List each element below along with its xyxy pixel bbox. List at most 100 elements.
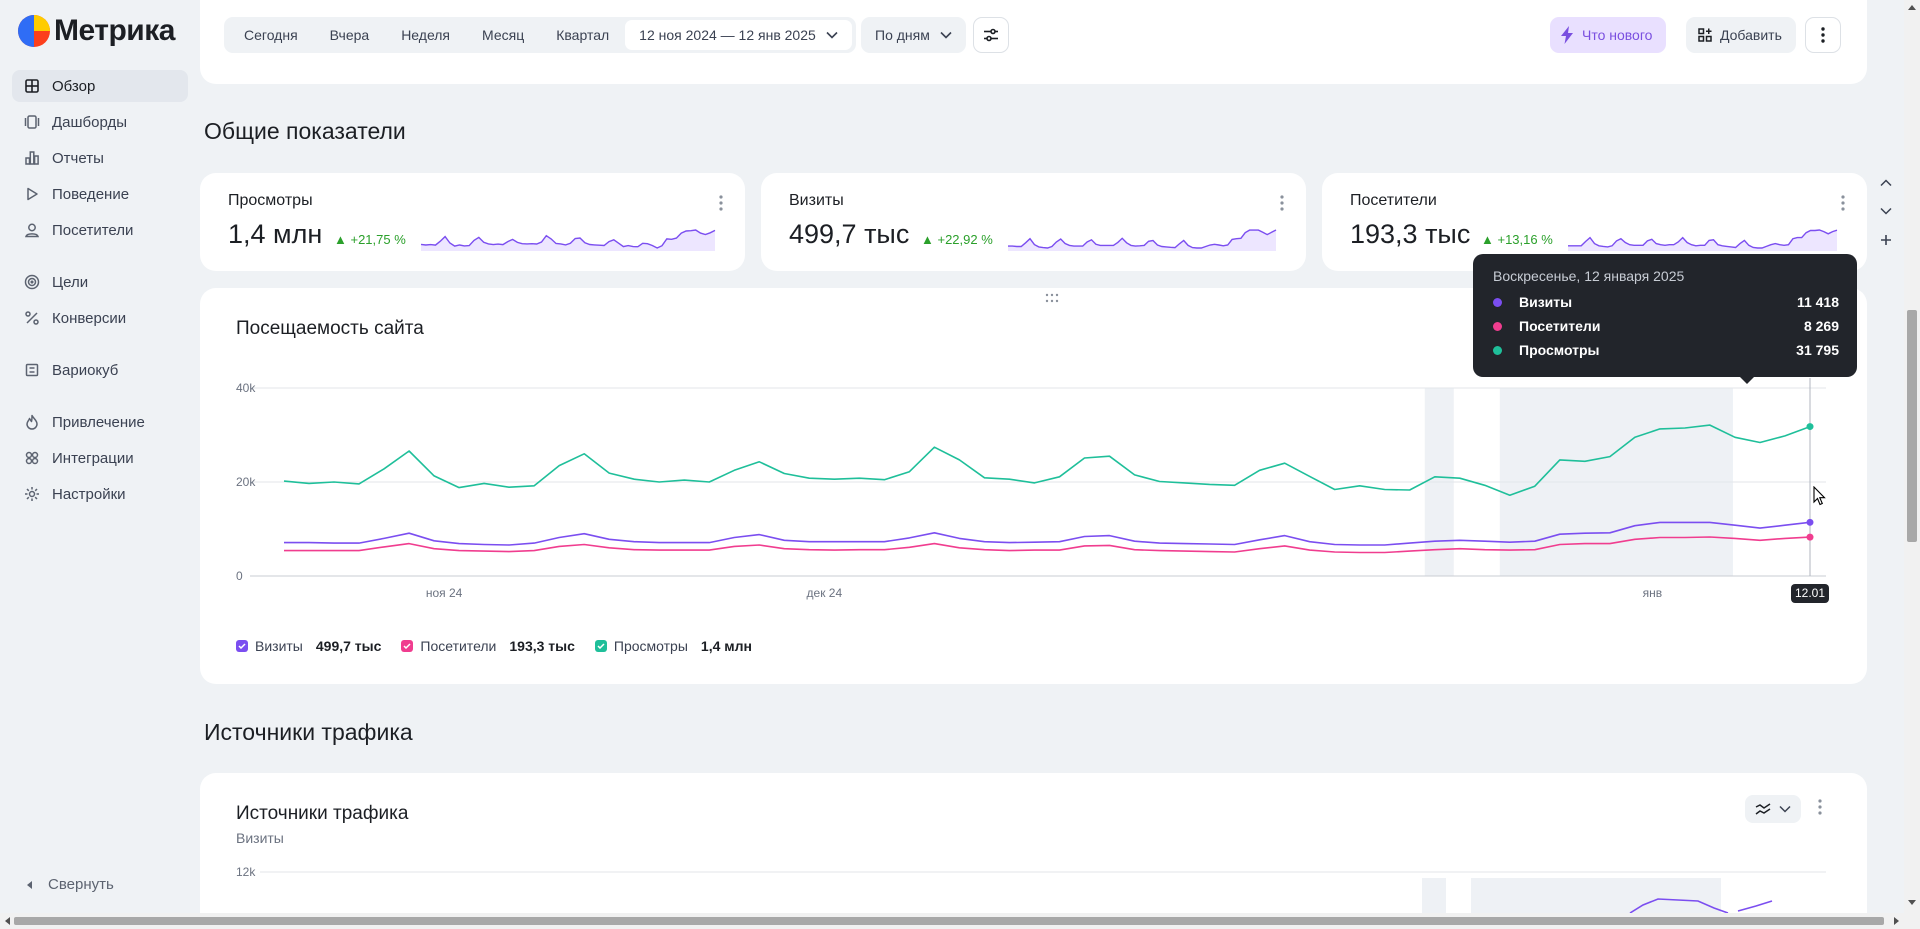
period-week-button[interactable]: Неделя bbox=[401, 27, 451, 43]
legend-name: Посетители bbox=[420, 638, 497, 654]
series-dot bbox=[1493, 297, 1502, 307]
period-month-button[interactable]: Месяц bbox=[482, 27, 525, 43]
overview-section-title: Общие показатели bbox=[204, 118, 406, 144]
legend-item-pageviews[interactable]: Просмотры 1,4 млн bbox=[594, 638, 752, 654]
legend-total: 499,7 тыс bbox=[315, 638, 382, 654]
scroll-down-arrow-icon bbox=[1908, 900, 1916, 905]
sidebar-item-settings[interactable]: Настройки bbox=[12, 478, 188, 510]
sparkline-line bbox=[1568, 229, 1838, 249]
attendance-title: Посещаемость сайта bbox=[236, 318, 424, 339]
more-menu-button[interactable] bbox=[1805, 17, 1841, 53]
collapse-label: Свернуть bbox=[48, 876, 114, 893]
sidebar-item-label: Вариокуб bbox=[52, 361, 119, 379]
chevron-down-icon bbox=[1880, 207, 1892, 215]
more-vertical-icon[interactable] bbox=[719, 195, 723, 211]
more-vertical-icon[interactable] bbox=[1818, 799, 1822, 815]
sidebar-item-overview[interactable]: Обзор bbox=[12, 70, 188, 102]
traffic-chart[interactable]: 12k bbox=[200, 773, 1867, 913]
period-quarter-button[interactable]: Квартал bbox=[556, 27, 610, 43]
attendance-chart[interactable]: 0 20k 40k ноя 24 дек 24 янв 12.01 bbox=[200, 288, 1867, 628]
move-up-button[interactable] bbox=[1872, 171, 1900, 195]
chart-type-dropdown[interactable] bbox=[1745, 795, 1801, 823]
period-selector: Сегодня Вчера Неделя Месяц Квартал 12 но… bbox=[224, 17, 856, 53]
chevron-down-icon bbox=[826, 31, 838, 39]
drag-handle-icon[interactable] bbox=[1045, 293, 1059, 303]
mouse-cursor-icon bbox=[1813, 486, 1826, 506]
move-down-button[interactable] bbox=[1872, 199, 1900, 223]
kpi-sparkline bbox=[420, 229, 716, 251]
series-dot bbox=[1493, 321, 1502, 331]
add-label: Добавить bbox=[1720, 27, 1782, 43]
sidebar-item-visitors[interactable]: Посетители bbox=[12, 214, 188, 246]
sidebar: Метрика Обзор Дашборды Отчеты Поведение … bbox=[0, 0, 196, 915]
grouping-dropdown[interactable]: По дням bbox=[861, 17, 966, 53]
flame-icon bbox=[26, 414, 38, 430]
y-tick-label: 40k bbox=[236, 381, 256, 395]
kpi-delta: ▲ +13,16 % bbox=[1481, 232, 1553, 247]
sidebar-item-goals[interactable]: Цели bbox=[12, 266, 188, 298]
kpi-sparkline bbox=[1008, 229, 1277, 251]
period-today-button[interactable]: Сегодня bbox=[244, 27, 298, 43]
filters-button[interactable] bbox=[973, 17, 1009, 53]
weekend-band bbox=[1422, 878, 1446, 913]
collapse-sidebar-button[interactable]: Свернуть bbox=[26, 876, 114, 893]
tooltip-row-visits: Визиты 11 418 bbox=[1493, 294, 1839, 310]
more-vertical-icon[interactable] bbox=[1841, 195, 1845, 211]
kpi-card-visits[interactable]: Визиты 499,7 тыс ▲ +22,92 % bbox=[761, 173, 1306, 271]
cube-icon bbox=[25, 363, 39, 377]
chart-type-icon bbox=[1755, 803, 1771, 815]
series-line-Просмотры bbox=[283, 424, 1811, 496]
tooltip-series-value: 11 418 bbox=[1796, 294, 1839, 310]
sidebar-item-acquisition[interactable]: Привлечение bbox=[12, 406, 188, 438]
kpi-label: Посетители bbox=[1350, 192, 1437, 209]
add-block-button[interactable] bbox=[1872, 228, 1900, 252]
sidebar-item-variocube[interactable]: Вариокуб bbox=[12, 354, 188, 386]
logo[interactable]: Метрика bbox=[18, 14, 175, 48]
sidebar-item-label: Посетители bbox=[52, 221, 134, 239]
scroll-right-arrow-icon bbox=[1894, 917, 1899, 925]
kpi-value: 1,4 млн bbox=[228, 219, 323, 249]
tooltip-date: Воскресенье, 12 января 2025 bbox=[1493, 268, 1685, 284]
x-tick-label: дек 24 bbox=[807, 586, 843, 600]
series-dot bbox=[1493, 345, 1502, 355]
horizontal-scroll-thumb[interactable] bbox=[14, 917, 1884, 925]
legend-item-visitors[interactable]: Посетители 193,3 тыс bbox=[401, 638, 575, 654]
chevron-up-icon bbox=[1880, 179, 1892, 187]
chevron-down-icon bbox=[1779, 805, 1791, 813]
sidebar-item-label: Интеграции bbox=[52, 449, 134, 467]
sidebar-item-integrations[interactable]: Интеграции bbox=[12, 442, 188, 474]
more-vertical-icon[interactable] bbox=[1280, 195, 1284, 211]
sliders-icon bbox=[984, 28, 998, 42]
sidebar-item-dashboards[interactable]: Дашборды bbox=[12, 106, 188, 138]
date-range-picker[interactable]: 12 ноя 2024 — 12 янв 2025 bbox=[625, 20, 852, 50]
sidebar-item-label: Обзор bbox=[52, 77, 96, 95]
kpi-sparkline bbox=[1568, 229, 1838, 251]
period-yesterday-button[interactable]: Вчера bbox=[329, 27, 370, 43]
sidebar-item-conversions[interactable]: Конверсии bbox=[12, 302, 188, 334]
vertical-scrollbar[interactable] bbox=[1904, 0, 1920, 915]
kpi-delta: ▲ +22,92 % bbox=[921, 232, 993, 247]
kpi-value: 499,7 тыс bbox=[789, 219, 910, 249]
traffic-card-title: Источники трафика bbox=[236, 803, 409, 824]
whats-new-label: Что нового bbox=[1582, 27, 1653, 43]
add-widget-button[interactable]: Добавить bbox=[1686, 17, 1796, 53]
y-tick-label: 12k bbox=[236, 865, 256, 879]
play-icon bbox=[27, 187, 38, 201]
sidebar-item-behavior[interactable]: Поведение bbox=[12, 178, 188, 210]
sidebar-item-label: Настройки bbox=[52, 485, 126, 503]
legend-item-visits[interactable]: Визиты 499,7 тыс bbox=[236, 638, 381, 654]
chart-tooltip: Воскресенье, 12 января 2025 Визиты 11 41… bbox=[1473, 254, 1857, 384]
sidebar-item-label: Дашборды bbox=[52, 113, 127, 131]
bar-chart-icon bbox=[25, 151, 39, 165]
lightning-icon bbox=[1561, 26, 1573, 44]
kpi-card-pageviews[interactable]: Просмотры 1,4 млн ▲ +21,75 % bbox=[200, 173, 745, 271]
holiday-band bbox=[1471, 878, 1721, 913]
vertical-scroll-thumb[interactable] bbox=[1907, 310, 1917, 542]
horizontal-scrollbar[interactable] bbox=[0, 913, 1920, 929]
gear-icon bbox=[25, 487, 39, 501]
more-vertical-icon bbox=[1821, 27, 1825, 43]
kpi-value: 193,3 тыс bbox=[1350, 219, 1471, 249]
whats-new-button[interactable]: Что нового bbox=[1550, 17, 1667, 53]
sidebar-item-reports[interactable]: Отчеты bbox=[12, 142, 188, 174]
sparkline-line bbox=[420, 229, 716, 249]
